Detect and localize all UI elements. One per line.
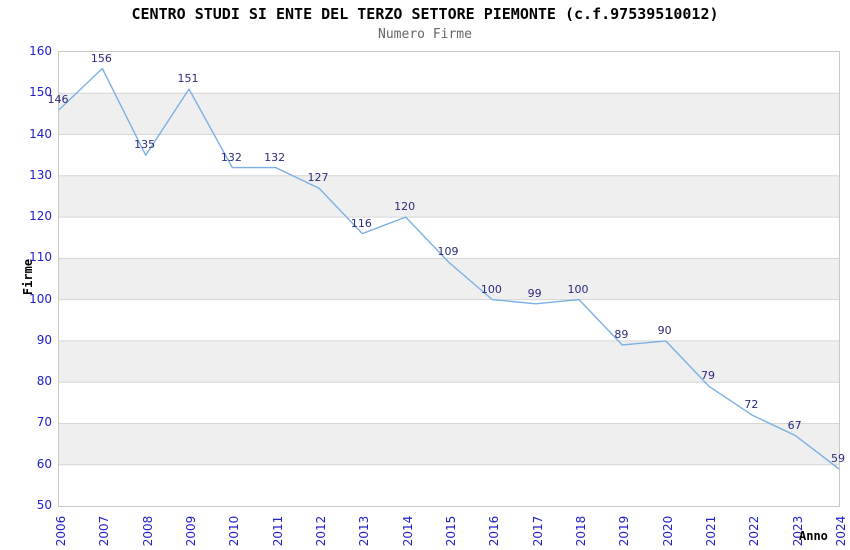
- y-tick-label: 140: [29, 126, 52, 141]
- data-label: 156: [90, 51, 112, 65]
- x-tick-label: 2014: [400, 515, 415, 547]
- x-tick-label: 2011: [270, 515, 285, 547]
- y-tick-label: 70: [36, 415, 52, 430]
- line-series: [59, 67, 839, 470]
- y-tick-label: 100: [29, 291, 52, 306]
- y-tick-label: 80: [36, 374, 52, 389]
- data-label: 100: [567, 282, 589, 296]
- x-tick-label: 2015: [444, 515, 458, 547]
- x-tick-label: 2020: [660, 515, 675, 547]
- x-tick-label: 2009: [184, 515, 198, 547]
- band: [59, 423, 839, 465]
- x-tick-label: 2006: [54, 515, 68, 547]
- band: [59, 175, 839, 218]
- x-tick-label: 2010: [227, 515, 242, 547]
- y-tick-label: 120: [29, 209, 52, 224]
- data-label: 132: [220, 150, 242, 164]
- x-axis-title: Anno: [799, 529, 828, 543]
- data-label: 72: [744, 398, 759, 412]
- y-tick-label: 160: [29, 44, 52, 58]
- x-tick-label: 2018: [574, 515, 588, 547]
- x-tick-label: 2024: [834, 515, 848, 547]
- band: [59, 93, 839, 135]
- chart-title: CENTRO STUDI SI ENTE DEL TERZO SETTORE P…: [131, 5, 719, 23]
- data-label: 151: [177, 72, 199, 86]
- x-tick-label: 2022: [747, 515, 762, 547]
- band: [59, 340, 839, 383]
- data-label: 109: [437, 245, 459, 259]
- x-tick-label: 2016: [487, 515, 502, 547]
- data-label: 132: [264, 150, 286, 164]
- x-tick-label: 2013: [357, 515, 372, 547]
- data-label: 67: [787, 418, 802, 432]
- data-label: 99: [527, 286, 542, 300]
- data-label: 100: [480, 282, 502, 296]
- data-label: 127: [307, 171, 329, 185]
- data-label: 89: [614, 328, 629, 342]
- x-tick-label: 2021: [704, 515, 718, 547]
- data-label: 116: [350, 216, 372, 230]
- plot-area: [58, 51, 840, 507]
- y-tick-label: 130: [29, 167, 52, 182]
- y-tick-label: 90: [36, 332, 52, 347]
- data-label: 120: [394, 200, 416, 214]
- x-tick-label: 2008: [140, 515, 155, 547]
- y-tick-label: 50: [36, 498, 52, 512]
- x-tick-label: 2007: [97, 515, 112, 547]
- data-label: 90: [657, 323, 672, 337]
- band: [59, 258, 839, 300]
- line-chart-svg: [59, 67, 839, 470]
- x-tick-label: 2017: [530, 515, 545, 547]
- data-label: 135: [134, 138, 156, 152]
- y-tick-label: 60: [36, 456, 52, 471]
- chart-subtitle: Numero Firme: [378, 27, 472, 42]
- x-tick-label: 2012: [314, 515, 328, 547]
- data-label: 59: [831, 451, 845, 465]
- y-tick-label: 110: [29, 250, 52, 265]
- data-label: 146: [47, 92, 69, 106]
- data-label: 79: [701, 369, 715, 383]
- x-tick-label: 2019: [617, 515, 632, 547]
- y-tick-label: 150: [29, 85, 52, 100]
